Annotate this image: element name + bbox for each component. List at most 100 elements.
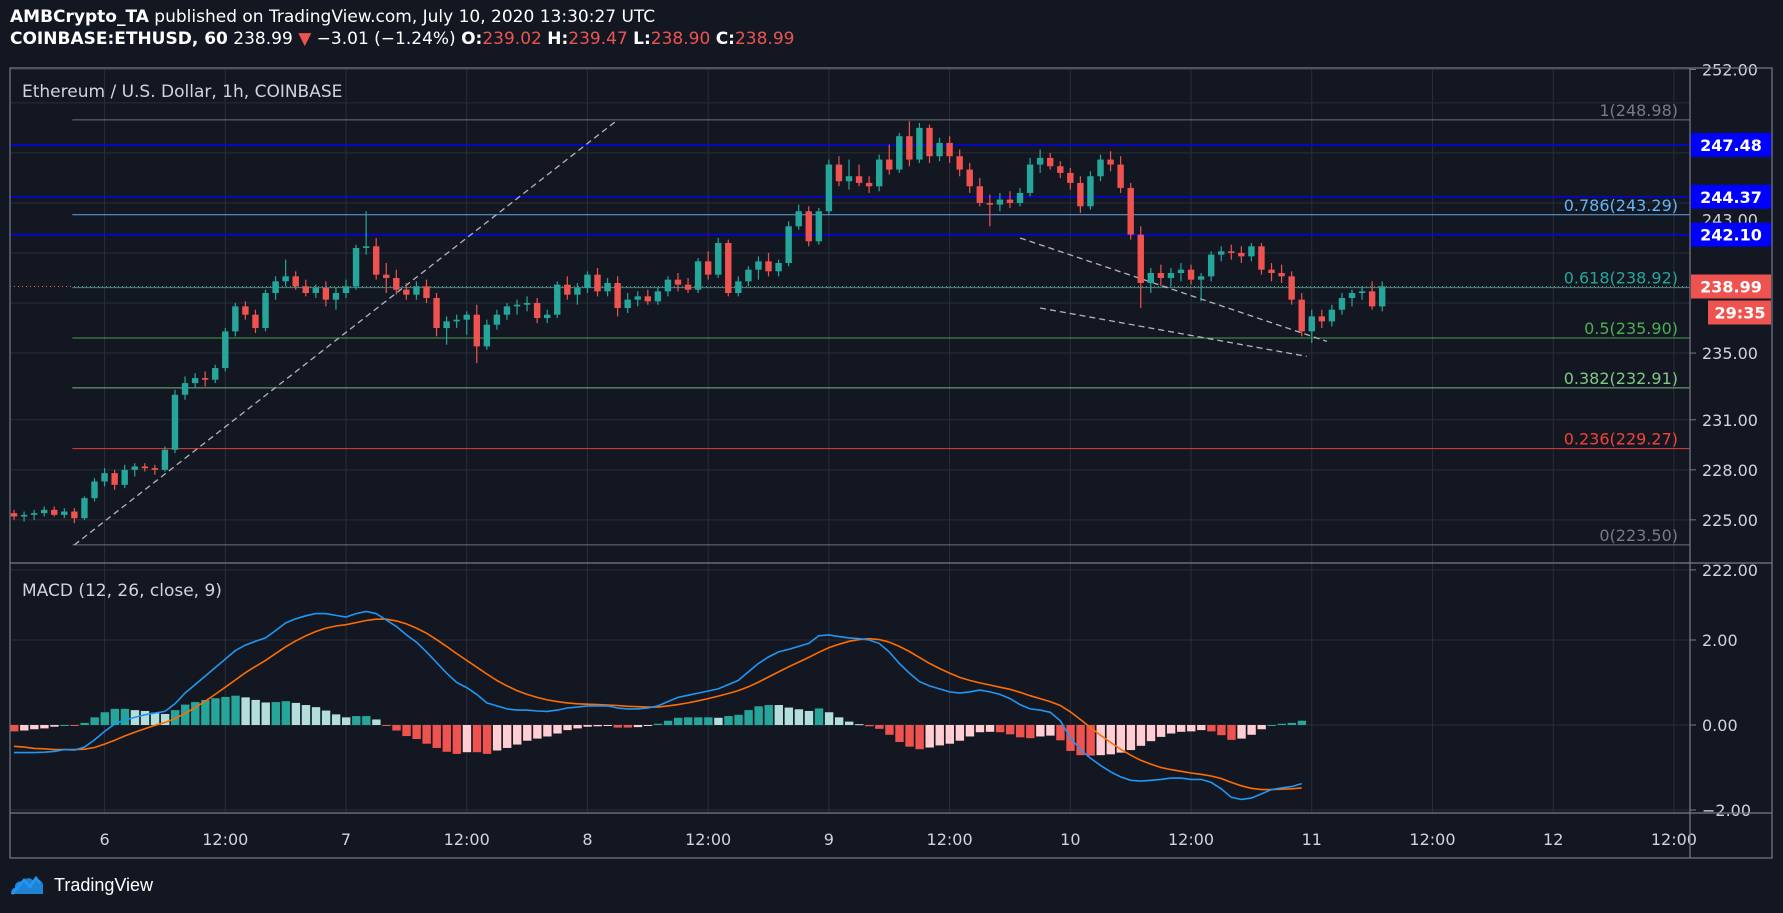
bearish-candle[interactable] — [1006, 199, 1014, 203]
dashed-trend-line[interactable] — [1019, 237, 1328, 342]
bullish-candle[interactable] — [554, 284, 561, 315]
bearish-candle[interactable] — [956, 156, 963, 170]
dashed-trend-line[interactable] — [73, 119, 619, 546]
tradingview-brand[interactable]: TradingView — [54, 874, 154, 895]
bullish-candle[interactable] — [171, 394, 179, 450]
bearish-candle[interactable] — [765, 261, 772, 272]
bullish-candle[interactable] — [715, 242, 722, 275]
bullish-candle[interactable] — [30, 513, 38, 515]
bearish-candle[interactable] — [684, 284, 692, 290]
bearish-candle[interactable] — [1298, 299, 1305, 332]
bearish-candle[interactable] — [725, 242, 732, 294]
bullish-candle[interactable] — [312, 288, 320, 294]
bullish-candle[interactable] — [191, 378, 199, 384]
bullish-candle[interactable] — [1036, 157, 1044, 165]
bullish-candle[interactable] — [584, 274, 591, 289]
bullish-candle[interactable] — [1248, 246, 1255, 257]
bearish-candle[interactable] — [855, 176, 863, 183]
bullish-candle[interactable] — [775, 262, 782, 272]
bearish-candle[interactable] — [242, 306, 249, 315]
bullish-candle[interactable] — [41, 509, 48, 514]
bullish-candle[interactable] — [936, 142, 943, 157]
bearish-candle[interactable] — [906, 136, 913, 160]
bearish-candle[interactable] — [886, 159, 893, 170]
bullish-candle[interactable] — [513, 304, 521, 307]
bullish-candle[interactable] — [664, 279, 672, 292]
bearish-candle[interactable] — [1238, 252, 1245, 257]
bullish-candle[interactable] — [483, 324, 491, 347]
bearish-candle[interactable] — [473, 314, 480, 347]
bearish-candle[interactable] — [1157, 272, 1165, 278]
bullish-candle[interactable] — [463, 314, 470, 320]
bearish-candle[interactable] — [10, 513, 18, 517]
bullish-candle[interactable] — [181, 383, 189, 395]
horizontal-levels[interactable] — [10, 144, 1690, 288]
bearish-candle[interactable] — [1117, 164, 1124, 188]
bearish-candle[interactable] — [111, 473, 118, 485]
bullish-candle[interactable] — [785, 226, 792, 263]
bearish-candle[interactable] — [1077, 182, 1084, 207]
bearish-candle[interactable] — [393, 278, 400, 290]
tradingview-logo-icon[interactable] — [10, 874, 48, 896]
bearish-candle[interactable] — [1107, 159, 1114, 165]
bullish-candle[interactable] — [1207, 254, 1215, 277]
bullish-candle[interactable] — [352, 247, 360, 287]
bullish-candle[interactable] — [755, 261, 762, 270]
bullish-candle[interactable] — [825, 164, 833, 212]
bearish-candle[interactable] — [1278, 272, 1285, 277]
bearish-candle[interactable] — [1288, 276, 1295, 300]
bearish-candle[interactable] — [252, 314, 259, 329]
signal-line[interactable] — [13, 618, 1302, 791]
bullish-candle[interactable] — [815, 211, 823, 242]
bullish-candle[interactable] — [735, 281, 742, 294]
bullish-candle[interactable] — [262, 293, 269, 329]
bearish-candle[interactable] — [835, 164, 843, 182]
bullish-candle[interactable] — [1218, 251, 1225, 255]
bearish-candle[interactable] — [1127, 187, 1134, 235]
bullish-candle[interactable] — [1016, 192, 1024, 203]
bullish-candle[interactable] — [131, 466, 138, 470]
bearish-candle[interactable] — [805, 211, 812, 242]
bearish-candle[interactable] — [533, 303, 541, 319]
bullish-candle[interactable] — [222, 331, 229, 369]
bearish-candle[interactable] — [51, 509, 58, 515]
bullish-candle[interactable] — [453, 319, 460, 322]
dashed-trend-line[interactable] — [1040, 307, 1307, 358]
bearish-candle[interactable] — [403, 289, 410, 295]
bullish-candle[interactable] — [1026, 164, 1034, 193]
bullish-candle[interactable] — [282, 276, 289, 282]
bullish-candle[interactable] — [1378, 286, 1386, 307]
bearish-candle[interactable] — [986, 202, 994, 205]
bearish-candle[interactable] — [141, 466, 149, 469]
bearish-candle[interactable] — [322, 288, 330, 300]
bearish-candle[interactable] — [372, 246, 380, 275]
bullish-candle[interactable] — [1338, 298, 1346, 310]
bearish-candle[interactable] — [946, 142, 953, 157]
bearish-candle[interactable] — [976, 186, 983, 203]
bullish-candle[interactable] — [634, 296, 641, 300]
bullish-candle[interactable] — [996, 199, 1004, 205]
trend-lines[interactable] — [73, 119, 1328, 546]
bullish-candle[interactable] — [795, 211, 802, 227]
bullish-candle[interactable] — [1087, 176, 1094, 207]
bullish-candle[interactable] — [121, 469, 128, 485]
bearish-candle[interactable] — [1318, 316, 1326, 322]
bullish-candle[interactable] — [413, 286, 420, 295]
last-price-badge[interactable] — [1691, 274, 1771, 299]
bullish-candle[interactable] — [1328, 309, 1336, 322]
bearish-candle[interactable] — [704, 261, 712, 275]
bullish-candle[interactable] — [443, 321, 450, 329]
fibonacci-retracement[interactable]: 1(248.98) 0.786(243.29) 0.618(238.92) 0.5(2… — [72, 101, 1690, 546]
bullish-candle[interactable] — [523, 303, 531, 305]
bullish-candle[interactable] — [342, 286, 350, 294]
bullish-candle[interactable] — [91, 481, 98, 499]
bullish-candle[interactable] — [916, 127, 923, 160]
bearish-candle[interactable] — [292, 276, 299, 287]
bullish-candle[interactable] — [745, 269, 752, 282]
bullish-candle[interactable] — [654, 291, 662, 302]
bullish-candle[interactable] — [694, 261, 702, 290]
bullish-candle[interactable] — [604, 283, 611, 292]
price-axis[interactable]: 252.00235.00231.00228.00225.00222.00243.… — [1690, 61, 1771, 821]
bearish-candle[interactable] — [71, 511, 78, 519]
